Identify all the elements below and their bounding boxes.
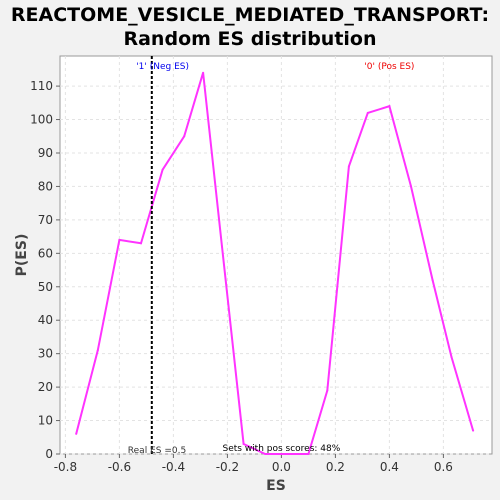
series-group [75, 71, 475, 455]
y-axis: 0 10 20 30 40 50 60 70 80 90 100 110 [30, 79, 60, 461]
x-axis-title: ES [266, 478, 286, 494]
data-point [242, 442, 245, 445]
grid [60, 56, 492, 455]
data-point [307, 453, 310, 455]
x-tick-label: -0.2 [216, 460, 239, 474]
x-tick-label: 0.4 [380, 460, 399, 474]
data-point [450, 356, 453, 359]
neg-es-label: '1' (Neg ES) [136, 62, 189, 72]
chart-title-line1: REACTOME_VESICLE_MEDIATED_TRANSPORT: [10, 4, 490, 26]
y-tick-label: 10 [38, 414, 53, 428]
x-tick-label: -0.8 [54, 460, 77, 474]
x-tick-label: -0.6 [108, 460, 131, 474]
y-tick-label: 60 [38, 246, 53, 260]
y-axis-title: P(ES) [14, 234, 30, 277]
y-tick-label: 20 [38, 380, 53, 394]
data-point [183, 135, 186, 138]
data-point [264, 453, 267, 455]
data-point [285, 453, 288, 455]
y-tick-label: 30 [38, 347, 53, 361]
data-point [366, 111, 369, 114]
real-es-label: Real ES =0.5 [128, 446, 186, 456]
plot-area [59, 55, 493, 455]
data-point [326, 389, 329, 392]
y-tick-label: 100 [30, 113, 53, 127]
data-point [140, 242, 142, 245]
data-point [431, 279, 434, 282]
data-point [202, 71, 205, 74]
pos-es-label: '0' (Pos ES) [364, 62, 414, 72]
data-point [161, 168, 164, 171]
y-tick-label: 70 [38, 213, 53, 227]
data-point [347, 165, 350, 168]
y-tick-label: 0 [45, 447, 53, 461]
y-tick-label: 40 [38, 313, 53, 327]
y-tick-label: 90 [38, 146, 53, 160]
series-line [75, 72, 475, 455]
data-point [75, 432, 78, 435]
data-point [410, 185, 412, 188]
data-point [96, 349, 99, 352]
sets-pos-score-label: Sets with pos scores: 48% [222, 444, 340, 454]
y-tick-label: 80 [38, 179, 53, 193]
chart-title-line2: Random ES distribution [123, 28, 377, 50]
data-point [472, 429, 475, 432]
data-point [118, 238, 121, 241]
y-tick-label: 110 [30, 79, 53, 93]
x-axis: -0.8 -0.6 -0.4 -0.2 0.0 0.2 0.4 0.6 [54, 454, 453, 474]
x-tick-label: 0.0 [272, 460, 291, 474]
data-point [221, 245, 223, 248]
data-point [388, 105, 391, 108]
y-tick-label: 50 [38, 280, 53, 294]
x-tick-label: -0.4 [162, 460, 185, 474]
x-tick-label: 0.6 [434, 460, 453, 474]
x-tick-label: 0.2 [326, 460, 345, 474]
